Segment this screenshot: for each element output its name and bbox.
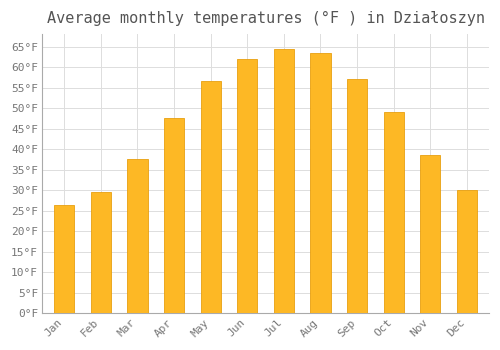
Bar <box>164 118 184 313</box>
Bar <box>200 82 220 313</box>
Bar <box>347 79 367 313</box>
Bar <box>91 192 111 313</box>
Bar <box>457 190 477 313</box>
Bar <box>274 49 294 313</box>
Bar <box>384 112 404 313</box>
Bar <box>310 53 330 313</box>
Bar <box>128 159 148 313</box>
Bar <box>420 155 440 313</box>
Bar <box>237 59 258 313</box>
Title: Average monthly temperatures (°F ) in Działoszyn: Average monthly temperatures (°F ) in Dz… <box>46 11 484 26</box>
Bar <box>54 204 74 313</box>
